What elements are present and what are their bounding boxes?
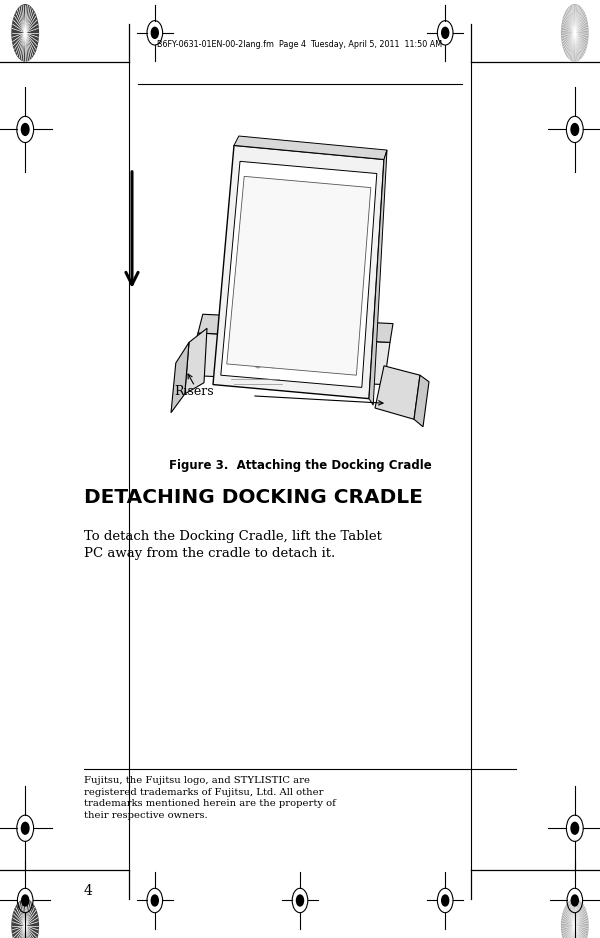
Polygon shape: [171, 342, 189, 413]
Polygon shape: [234, 136, 387, 159]
Polygon shape: [221, 161, 377, 387]
Ellipse shape: [562, 900, 588, 938]
Text: 4: 4: [84, 885, 93, 898]
Circle shape: [151, 895, 158, 906]
Circle shape: [290, 354, 298, 367]
Text: Fujitsu, the Fujitsu logo, and STYLISTIC are
registered trademarks of Fujitsu, L: Fujitsu, the Fujitsu logo, and STYLISTIC…: [84, 776, 336, 820]
Polygon shape: [227, 176, 371, 375]
Polygon shape: [198, 314, 393, 342]
Circle shape: [269, 355, 277, 368]
Circle shape: [571, 895, 578, 906]
Polygon shape: [185, 328, 207, 394]
Circle shape: [254, 355, 262, 368]
Circle shape: [296, 895, 304, 906]
Circle shape: [571, 124, 578, 135]
Ellipse shape: [12, 5, 38, 61]
Text: B6FY-0631-01EN-00-2lang.fm  Page 4  Tuesday, April 5, 2011  11:50 AM: B6FY-0631-01EN-00-2lang.fm Page 4 Tuesda…: [157, 39, 443, 49]
Circle shape: [151, 27, 158, 38]
Polygon shape: [369, 150, 387, 405]
Polygon shape: [414, 375, 429, 427]
Ellipse shape: [12, 900, 38, 938]
Text: Risers: Risers: [174, 385, 214, 398]
Circle shape: [571, 823, 578, 834]
Polygon shape: [375, 366, 420, 419]
Text: DETACHING DOCKING CRADLE: DETACHING DOCKING CRADLE: [84, 488, 423, 507]
Polygon shape: [252, 340, 336, 361]
Circle shape: [442, 895, 449, 906]
Text: To detach the Docking Cradle, lift the Tablet
PC away from the cradle to detach : To detach the Docking Cradle, lift the T…: [84, 530, 382, 561]
Text: Figure 3.  Attaching the Docking Cradle: Figure 3. Attaching the Docking Cradle: [169, 459, 431, 472]
Circle shape: [22, 895, 29, 906]
Polygon shape: [213, 145, 384, 399]
Circle shape: [442, 27, 449, 38]
Circle shape: [22, 823, 29, 834]
Ellipse shape: [562, 5, 588, 61]
Polygon shape: [186, 333, 390, 385]
Circle shape: [22, 124, 29, 135]
